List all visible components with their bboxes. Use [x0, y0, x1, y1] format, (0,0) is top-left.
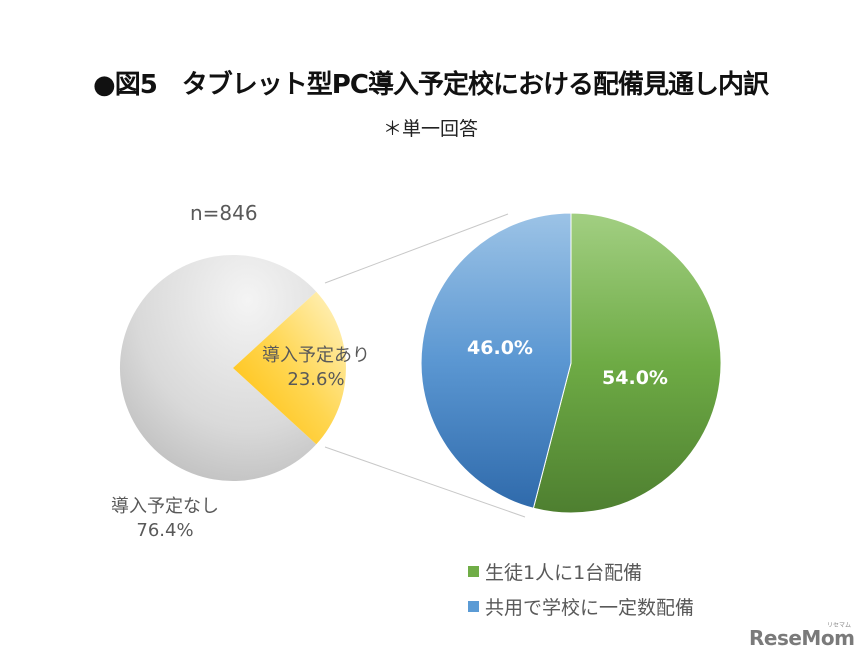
- slice-shared-devices: [420, 212, 572, 509]
- slice-one-per-student: [532, 212, 722, 514]
- legend-label: 生徒1人に1台配備: [485, 561, 643, 584]
- chart-title: ●図5 タブレット型PC導入予定校における配備見通し内訳: [93, 70, 769, 100]
- resemom-logo: ReseMom: [749, 626, 855, 650]
- legend-label: 共用で学校に一定数配備: [485, 596, 695, 619]
- legend-item-one-per-student: 生徒1人に1台配備: [468, 556, 694, 586]
- legend-swatch-blue: [468, 600, 479, 612]
- legend-swatch-green: [468, 565, 479, 577]
- label-planned-value: 23.6%: [287, 369, 345, 390]
- label-one-per-student-value: 54.0%: [602, 367, 668, 389]
- legend-item-shared-devices: 共用で学校に一定数配備: [468, 591, 694, 621]
- legend: 生徒1人に1台配備 共用で学校に一定数配備: [468, 556, 694, 626]
- connector-line-bottom: [324, 446, 526, 518]
- label-planned: 導入予定あり 23.6%: [256, 344, 376, 392]
- label-not-planned-name: 導入予定なし: [111, 496, 219, 517]
- connector-line-top: [324, 213, 509, 284]
- label-planned-name: 導入予定あり: [262, 345, 370, 366]
- label-not-planned-value: 76.4%: [136, 520, 194, 541]
- chart-subtitle: ＊単一回答: [382, 118, 478, 140]
- label-shared-devices-value: 46.0%: [467, 337, 533, 359]
- label-not-planned: 導入予定なし 76.4%: [90, 495, 240, 543]
- watermark-ruby: リセマム: [827, 622, 852, 629]
- slice-not-planned: [119, 254, 317, 481]
- sample-size-label: n=846: [190, 201, 258, 225]
- slice-planned: [233, 291, 346, 445]
